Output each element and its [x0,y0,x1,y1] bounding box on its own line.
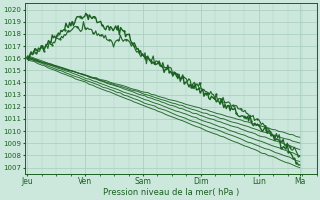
X-axis label: Pression niveau de la mer( hPa ): Pression niveau de la mer( hPa ) [103,188,239,197]
